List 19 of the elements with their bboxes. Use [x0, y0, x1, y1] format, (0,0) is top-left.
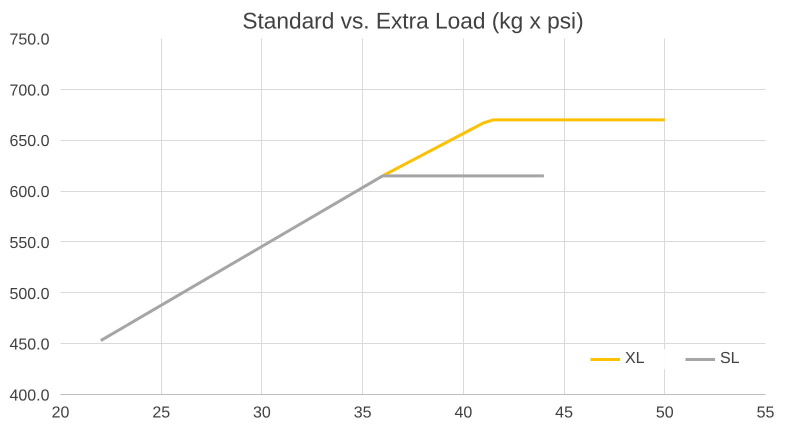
- x-tick-label: 55: [756, 404, 774, 422]
- legend-label: XL: [625, 350, 645, 368]
- y-tick-label: 600.0: [9, 184, 50, 202]
- x-tick-label: 20: [52, 404, 70, 422]
- x-tick-label: 35: [354, 404, 372, 422]
- y-tick-label: 450.0: [9, 336, 50, 354]
- legend-label: SL: [720, 350, 740, 368]
- x-tick-label: 45: [555, 404, 574, 422]
- x-tick-label: 30: [253, 404, 271, 422]
- y-tick-label: 700.0: [9, 82, 50, 100]
- y-tick-label: 750.0: [9, 32, 50, 48]
- x-tick-label: 25: [152, 404, 170, 422]
- y-tick-label: 650.0: [9, 133, 50, 150]
- y-tick-label: 550.0: [9, 234, 50, 252]
- x-tick-label: 50: [656, 404, 674, 422]
- chart-title: Standard vs. Extra Load (kg x psi): [242, 8, 584, 34]
- y-tick-label: 400.0: [9, 388, 50, 404]
- x-tick-label: 40: [454, 404, 472, 422]
- y-tick-label: 500.0: [9, 286, 50, 303]
